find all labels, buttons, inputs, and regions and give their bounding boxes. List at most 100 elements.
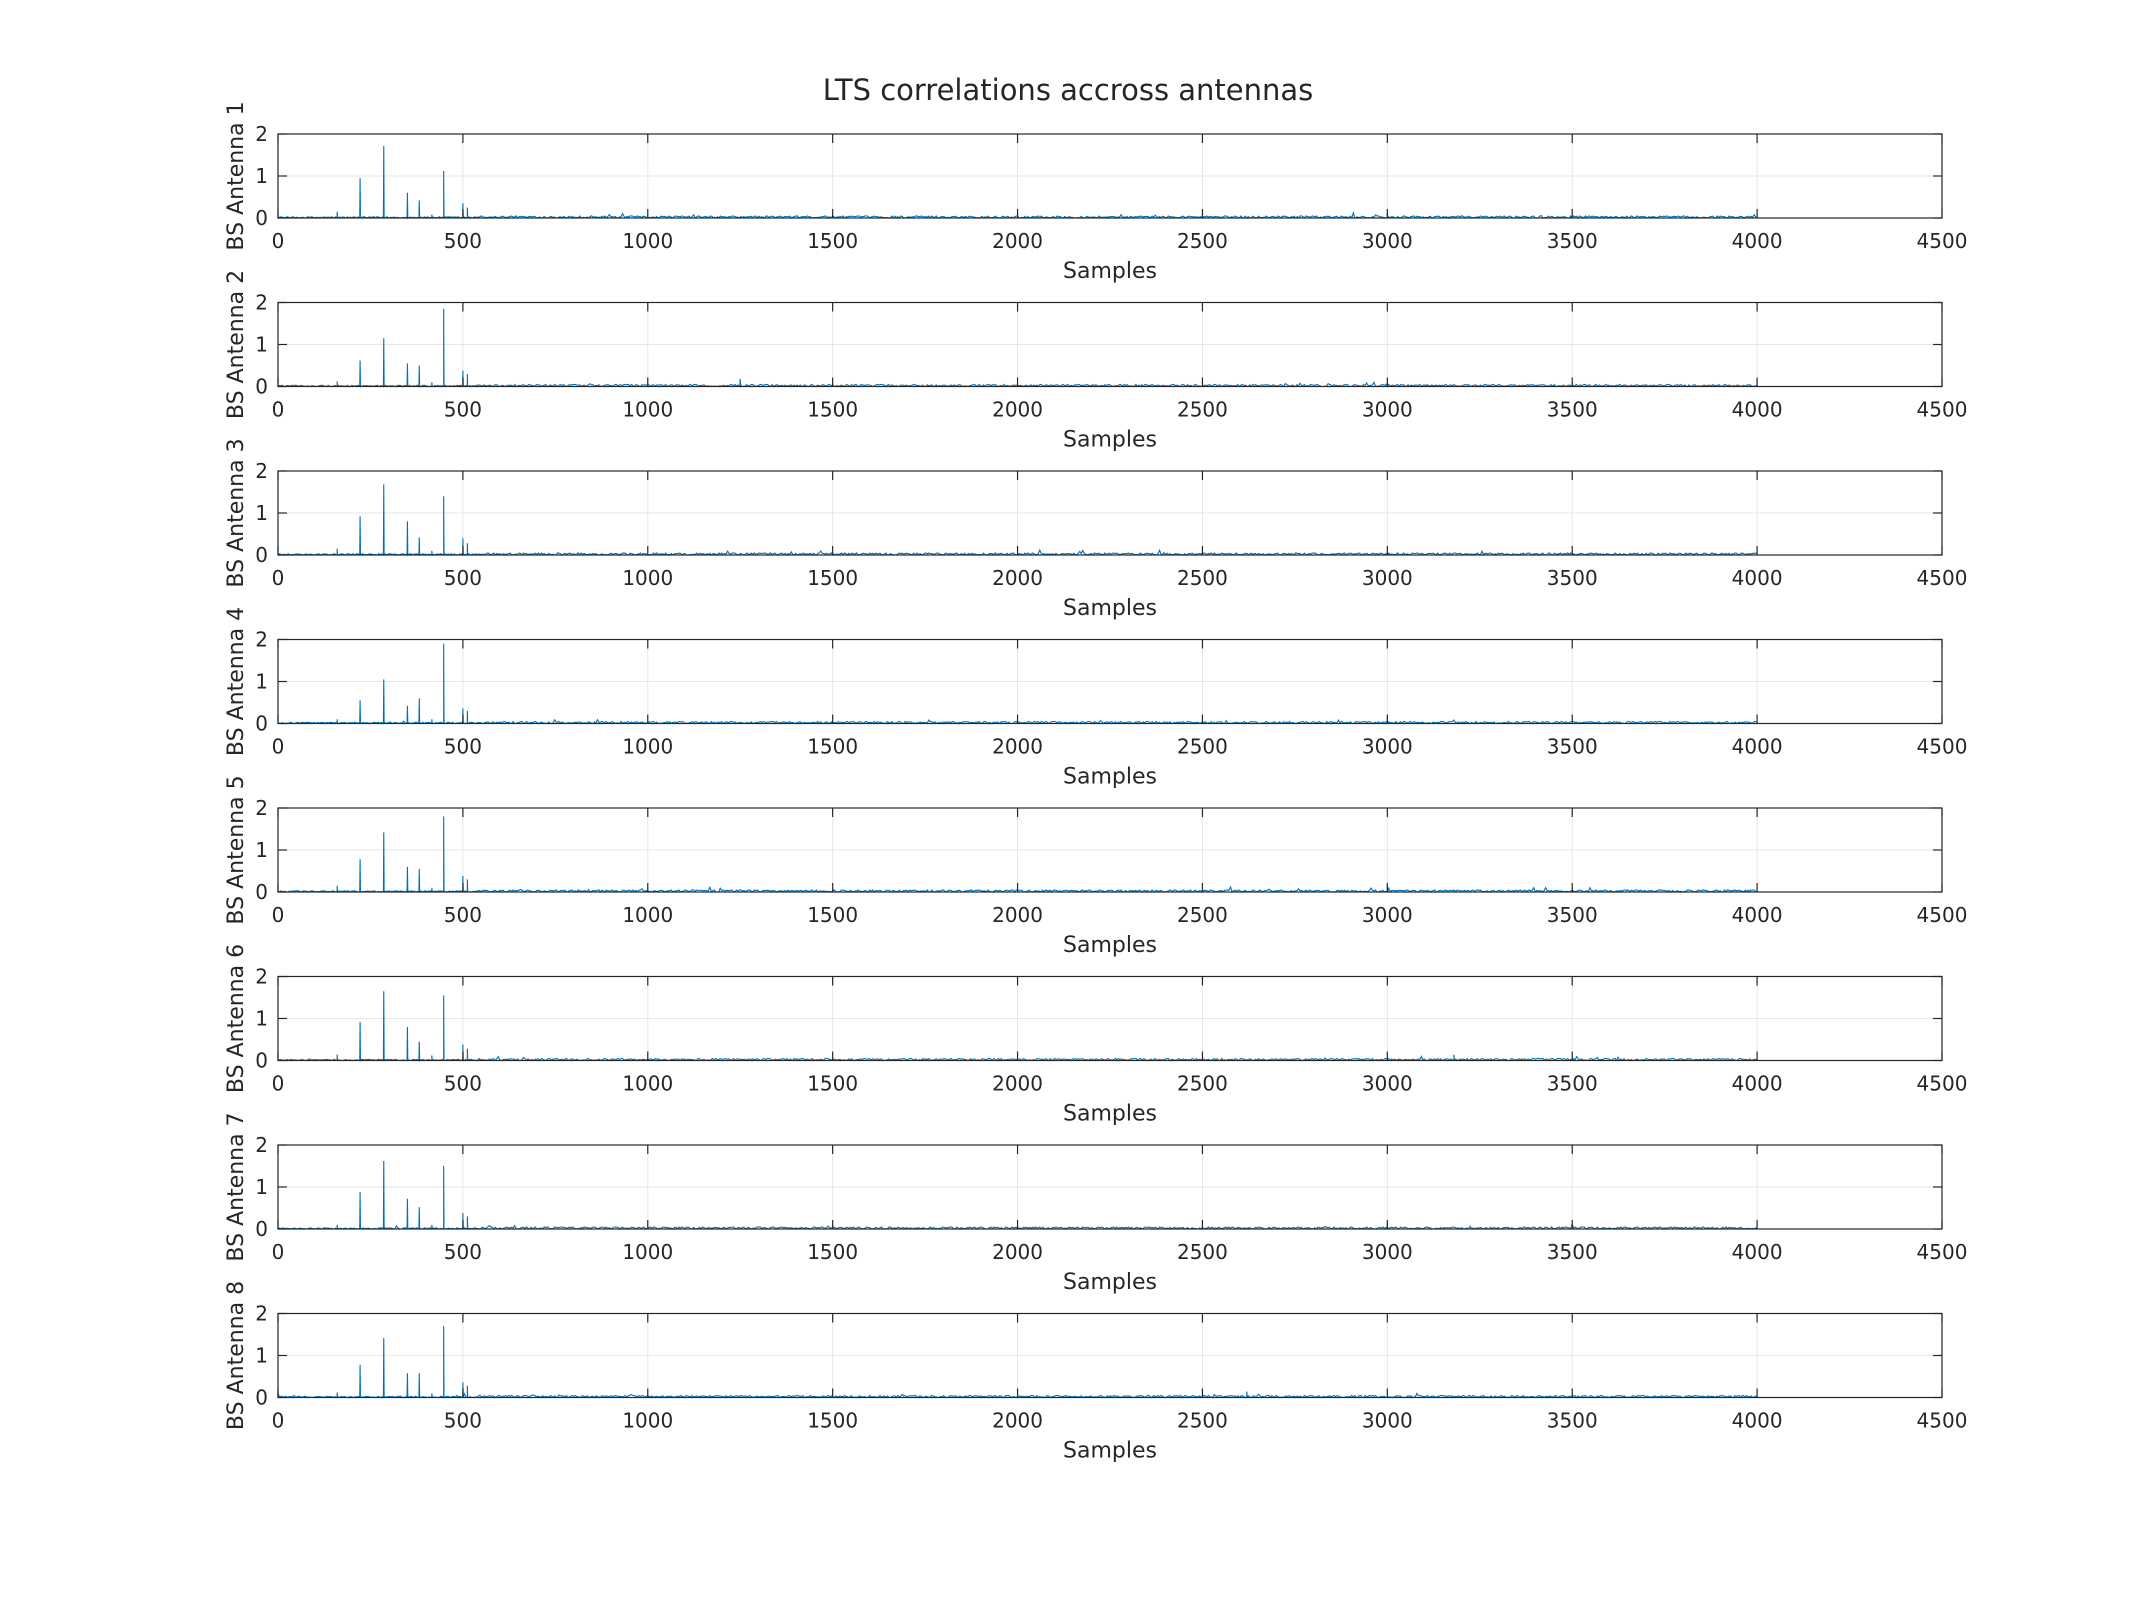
subplot-8: 0 500 1000 1500 2000 2500 3000 3500 4000 4500 0 1 2 S… [224, 1281, 1967, 1464]
y-tick-label: 2 [255, 291, 268, 315]
x-tick-label: 2000 [992, 566, 1043, 590]
x-axis-label: Samples [1063, 259, 1157, 284]
x-tick-label: 4000 [1732, 903, 1783, 927]
x-axis-label: Samples [1063, 1439, 1157, 1464]
y-axis-label: BS Antenna 1 [224, 101, 249, 250]
x-tick-label: 3500 [1547, 903, 1598, 927]
x-tick-label: 1000 [622, 1240, 673, 1264]
x-tick-label: 2000 [992, 1072, 1043, 1096]
x-tick-label: 1000 [622, 1072, 673, 1096]
x-tick-label: 4000 [1732, 1409, 1783, 1433]
y-axis-label: BS Antenna 2 [224, 270, 249, 419]
x-axis-label: Samples [1063, 1102, 1157, 1127]
x-tick-label: 2500 [1177, 229, 1228, 253]
y-tick-label: 2 [255, 1302, 268, 1326]
x-tick-label: 4000 [1732, 229, 1783, 253]
y-tick-label: 0 [255, 1217, 268, 1241]
series-line [277, 991, 1758, 1063]
y-tick-label: 0 [255, 375, 268, 399]
x-tick-label: 500 [444, 566, 482, 590]
x-tick-label: 4500 [1917, 903, 1968, 927]
y-tick-label: 2 [255, 459, 268, 483]
x-tick-label: 0 [272, 903, 285, 927]
y-tick-label: 0 [255, 880, 268, 904]
x-tick-label: 1500 [807, 1240, 858, 1264]
y-tick-label: 0 [255, 543, 268, 567]
subplot-5: 0 500 1000 1500 2000 2500 3000 3500 4000 4500 0 1 2 S… [224, 775, 1967, 958]
y-tick-label: 1 [255, 333, 268, 357]
x-tick-label: 500 [444, 903, 482, 927]
x-tick-label: 2500 [1177, 566, 1228, 590]
x-tick-label: 0 [272, 229, 285, 253]
x-tick-label: 0 [272, 398, 285, 422]
x-tick-label: 500 [444, 1240, 482, 1264]
subplot-4: 0 500 1000 1500 2000 2500 3000 3500 4000 4500 0 1 2 S… [224, 607, 1967, 790]
x-tick-label: 3000 [1362, 735, 1413, 759]
x-tick-label: 1000 [622, 1409, 673, 1433]
x-tick-label: 4000 [1732, 1072, 1783, 1096]
x-axis-label: Samples [1063, 1270, 1157, 1295]
x-tick-label: 2500 [1177, 1240, 1228, 1264]
x-tick-label: 1000 [622, 566, 673, 590]
x-tick-label: 3000 [1362, 903, 1413, 927]
y-axis-label: BS Antenna 3 [224, 438, 249, 587]
x-tick-label: 0 [272, 1072, 285, 1096]
x-tick-label: 2000 [992, 735, 1043, 759]
x-tick-label: 3500 [1547, 566, 1598, 590]
figure-title: LTS correlations accross antennas [823, 73, 1314, 107]
x-tick-label: 3000 [1362, 1240, 1413, 1264]
x-tick-label: 3500 [1547, 398, 1598, 422]
y-axis-label: BS Antenna 5 [224, 775, 249, 924]
x-tick-label: 3500 [1547, 1240, 1598, 1264]
x-tick-label: 2500 [1177, 903, 1228, 927]
y-axis-label: BS Antenna 8 [224, 1281, 249, 1430]
x-tick-label: 1500 [807, 398, 858, 422]
y-tick-label: 2 [255, 965, 268, 989]
x-tick-label: 1500 [807, 1409, 858, 1433]
x-tick-label: 3000 [1362, 1072, 1413, 1096]
x-tick-label: 3500 [1547, 1409, 1598, 1433]
x-tick-label: 4500 [1917, 1240, 1968, 1264]
y-tick-label: 1 [255, 164, 268, 188]
subplot-3: 0 500 1000 1500 2000 2500 3000 3500 4000 4500 0 1 2 S… [224, 438, 1967, 621]
x-tick-label: 4500 [1917, 229, 1968, 253]
x-tick-label: 0 [272, 566, 285, 590]
x-tick-label: 4500 [1917, 1409, 1968, 1433]
y-tick-label: 1 [255, 1175, 268, 1199]
x-tick-label: 4000 [1732, 566, 1783, 590]
x-tick-label: 2500 [1177, 735, 1228, 759]
y-tick-label: 2 [255, 628, 268, 652]
subplot-2: 0 500 1000 1500 2000 2500 3000 3500 4000 4500 0 1 2 S… [224, 270, 1967, 453]
y-tick-label: 0 [255, 206, 268, 230]
y-tick-label: 0 [255, 1049, 268, 1073]
y-tick-label: 2 [255, 122, 268, 146]
y-tick-label: 1 [255, 501, 268, 525]
x-tick-label: 1000 [622, 229, 673, 253]
x-tick-label: 500 [444, 229, 482, 253]
x-tick-label: 500 [444, 1409, 482, 1433]
x-tick-label: 4000 [1732, 1240, 1783, 1264]
y-axis-label: BS Antenna 7 [224, 1112, 249, 1261]
y-tick-label: 2 [255, 796, 268, 820]
y-tick-label: 1 [255, 1344, 268, 1368]
x-tick-label: 3500 [1547, 735, 1598, 759]
y-tick-label: 1 [255, 1007, 268, 1031]
x-axis-label: Samples [1063, 933, 1157, 958]
x-tick-label: 1500 [807, 903, 858, 927]
subplots: 0 500 1000 1500 2000 2500 3000 3500 4000 4500012S… [224, 101, 1967, 1463]
subplot-1: 0 500 1000 1500 2000 2500 3000 3500 4000 4500 0 1 2 S… [224, 101, 1967, 284]
x-axis-label: Samples [1063, 596, 1157, 621]
x-tick-label: 1000 [622, 735, 673, 759]
x-tick-label: 4500 [1917, 566, 1968, 590]
x-tick-label: 1500 [807, 566, 858, 590]
x-tick-label: 1500 [807, 1072, 858, 1096]
x-tick-label: 2500 [1177, 1409, 1228, 1433]
x-tick-label: 0 [272, 1240, 285, 1264]
y-tick-label: 1 [255, 670, 268, 694]
series-line [277, 1160, 1758, 1230]
x-tick-label: 1500 [807, 735, 858, 759]
x-tick-label: 0 [272, 1409, 285, 1433]
x-tick-label: 2000 [992, 229, 1043, 253]
x-tick-label: 3500 [1547, 1072, 1598, 1096]
